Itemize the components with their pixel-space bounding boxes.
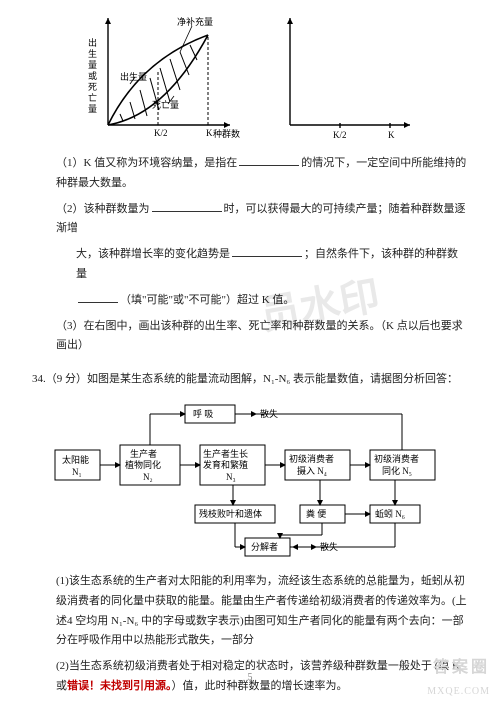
q2-line1: （2）该种群数量为时，可以获得最大的可持续产量；随着种群数量逐渐增 <box>32 200 468 240</box>
svg-text:生: 生 <box>88 48 97 59</box>
svg-text:出: 出 <box>88 37 97 48</box>
svg-text:同化 N₅: 同化 N₅ <box>382 465 412 476</box>
svg-text:植物同化: 植物同化 <box>125 459 161 470</box>
blank <box>78 291 118 303</box>
blank <box>239 154 299 166</box>
svg-text:死: 死 <box>88 82 97 92</box>
svg-text:蚯蚓 N₆: 蚯蚓 N₆ <box>375 509 405 519</box>
svg-text:分解者: 分解者 <box>251 541 278 552</box>
svg-text:初级消费者: 初级消费者 <box>289 453 334 464</box>
energy-flow-diagram: 太阳能 N₁ 生产者 植物同化 N₂ 生产者生长 发育和繁殖 N₃ 初级消费者 … <box>32 400 468 560</box>
svg-text:量: 量 <box>88 60 97 70</box>
svg-text:粪 便: 粪 便 <box>306 508 326 519</box>
svg-text:初级消费者: 初级消费者 <box>374 453 419 464</box>
label-birth: 出生量 <box>120 71 147 82</box>
q2-line3: （填"可能"或"不可能"）超过 K 值。 <box>32 291 468 311</box>
label-death: 死亡量 <box>152 99 179 110</box>
svg-text:或: 或 <box>88 70 97 81</box>
q2-line2: 大，该种群增长率的变化趋势是；自然条件下，该种群的种群数量 <box>32 245 468 285</box>
svg-text:发育和繁殖: 发育和繁殖 <box>203 459 248 470</box>
svg-text:残枝败叶和遗体: 残枝败叶和遗体 <box>199 508 262 519</box>
svg-text:生产者: 生产者 <box>130 448 157 459</box>
tick-k2-r: K/2 <box>333 130 347 140</box>
chart-left: K/2 K 种群数量 出生量 净补充量 死亡量 出 生 量 或 死 亡 量 <box>80 10 240 140</box>
q3-line: （3）在右图中，画出该种群的出生率、死亡率和种群数量的关系。（K 点以后也要求画… <box>32 317 468 357</box>
blank <box>152 200 222 212</box>
footer-watermark: 答案圈 MXQE.COM <box>427 654 490 701</box>
blank <box>232 245 302 257</box>
footer-line1: 答案圈 <box>427 654 490 683</box>
svg-text:呼 吸: 呼 吸 <box>193 409 213 419</box>
p1: (1)该生态系统的生产者对太阳能的利用率为，流经该生态系统的总能量为，蚯蚓从初级… <box>32 572 468 651</box>
x-label: 种群数量 <box>213 128 240 139</box>
svg-text:生产者生长: 生产者生长 <box>203 448 248 459</box>
svg-text:N₁: N₁ <box>72 467 82 477</box>
label-net: 净补充量 <box>177 16 213 27</box>
svg-text:太阳能: 太阳能 <box>62 454 89 465</box>
svg-text:亡: 亡 <box>88 92 97 103</box>
svg-text:摄入 N₄: 摄入 N₄ <box>297 465 327 476</box>
svg-text:N₂: N₂ <box>143 472 153 482</box>
tick-k2: K/2 <box>154 128 168 138</box>
chart-right: K/2 K <box>270 10 420 140</box>
tick-k: K <box>206 128 213 138</box>
error-ref: 错误！未找到引用源。 <box>67 680 172 692</box>
q34-head: 34.（9 分）如图是某生态系统的能量流动图解，N₁-N₆ 表示能量数值，请据图… <box>32 370 468 390</box>
svg-text:N₃: N₃ <box>226 472 236 482</box>
p2: (2)当生态系统初级消费者处于相对稳定的状态时，该营养级种群数量一般处于 (填 … <box>32 657 468 697</box>
q1-line: （1）K 值又称为环境容纳量，是指在的情况下，一定空间中所能维持的种群最大数量。 <box>32 154 468 194</box>
tick-k-r: K <box>388 130 395 140</box>
q1-prefix: （1）K 值又称为环境容纳量，是指在 <box>56 157 237 169</box>
charts-row: K/2 K 种群数量 出生量 净补充量 死亡量 出 生 量 或 死 亡 量 <box>32 10 468 140</box>
svg-text:量: 量 <box>88 104 97 114</box>
footer-line2: MXQE.COM <box>427 683 490 701</box>
